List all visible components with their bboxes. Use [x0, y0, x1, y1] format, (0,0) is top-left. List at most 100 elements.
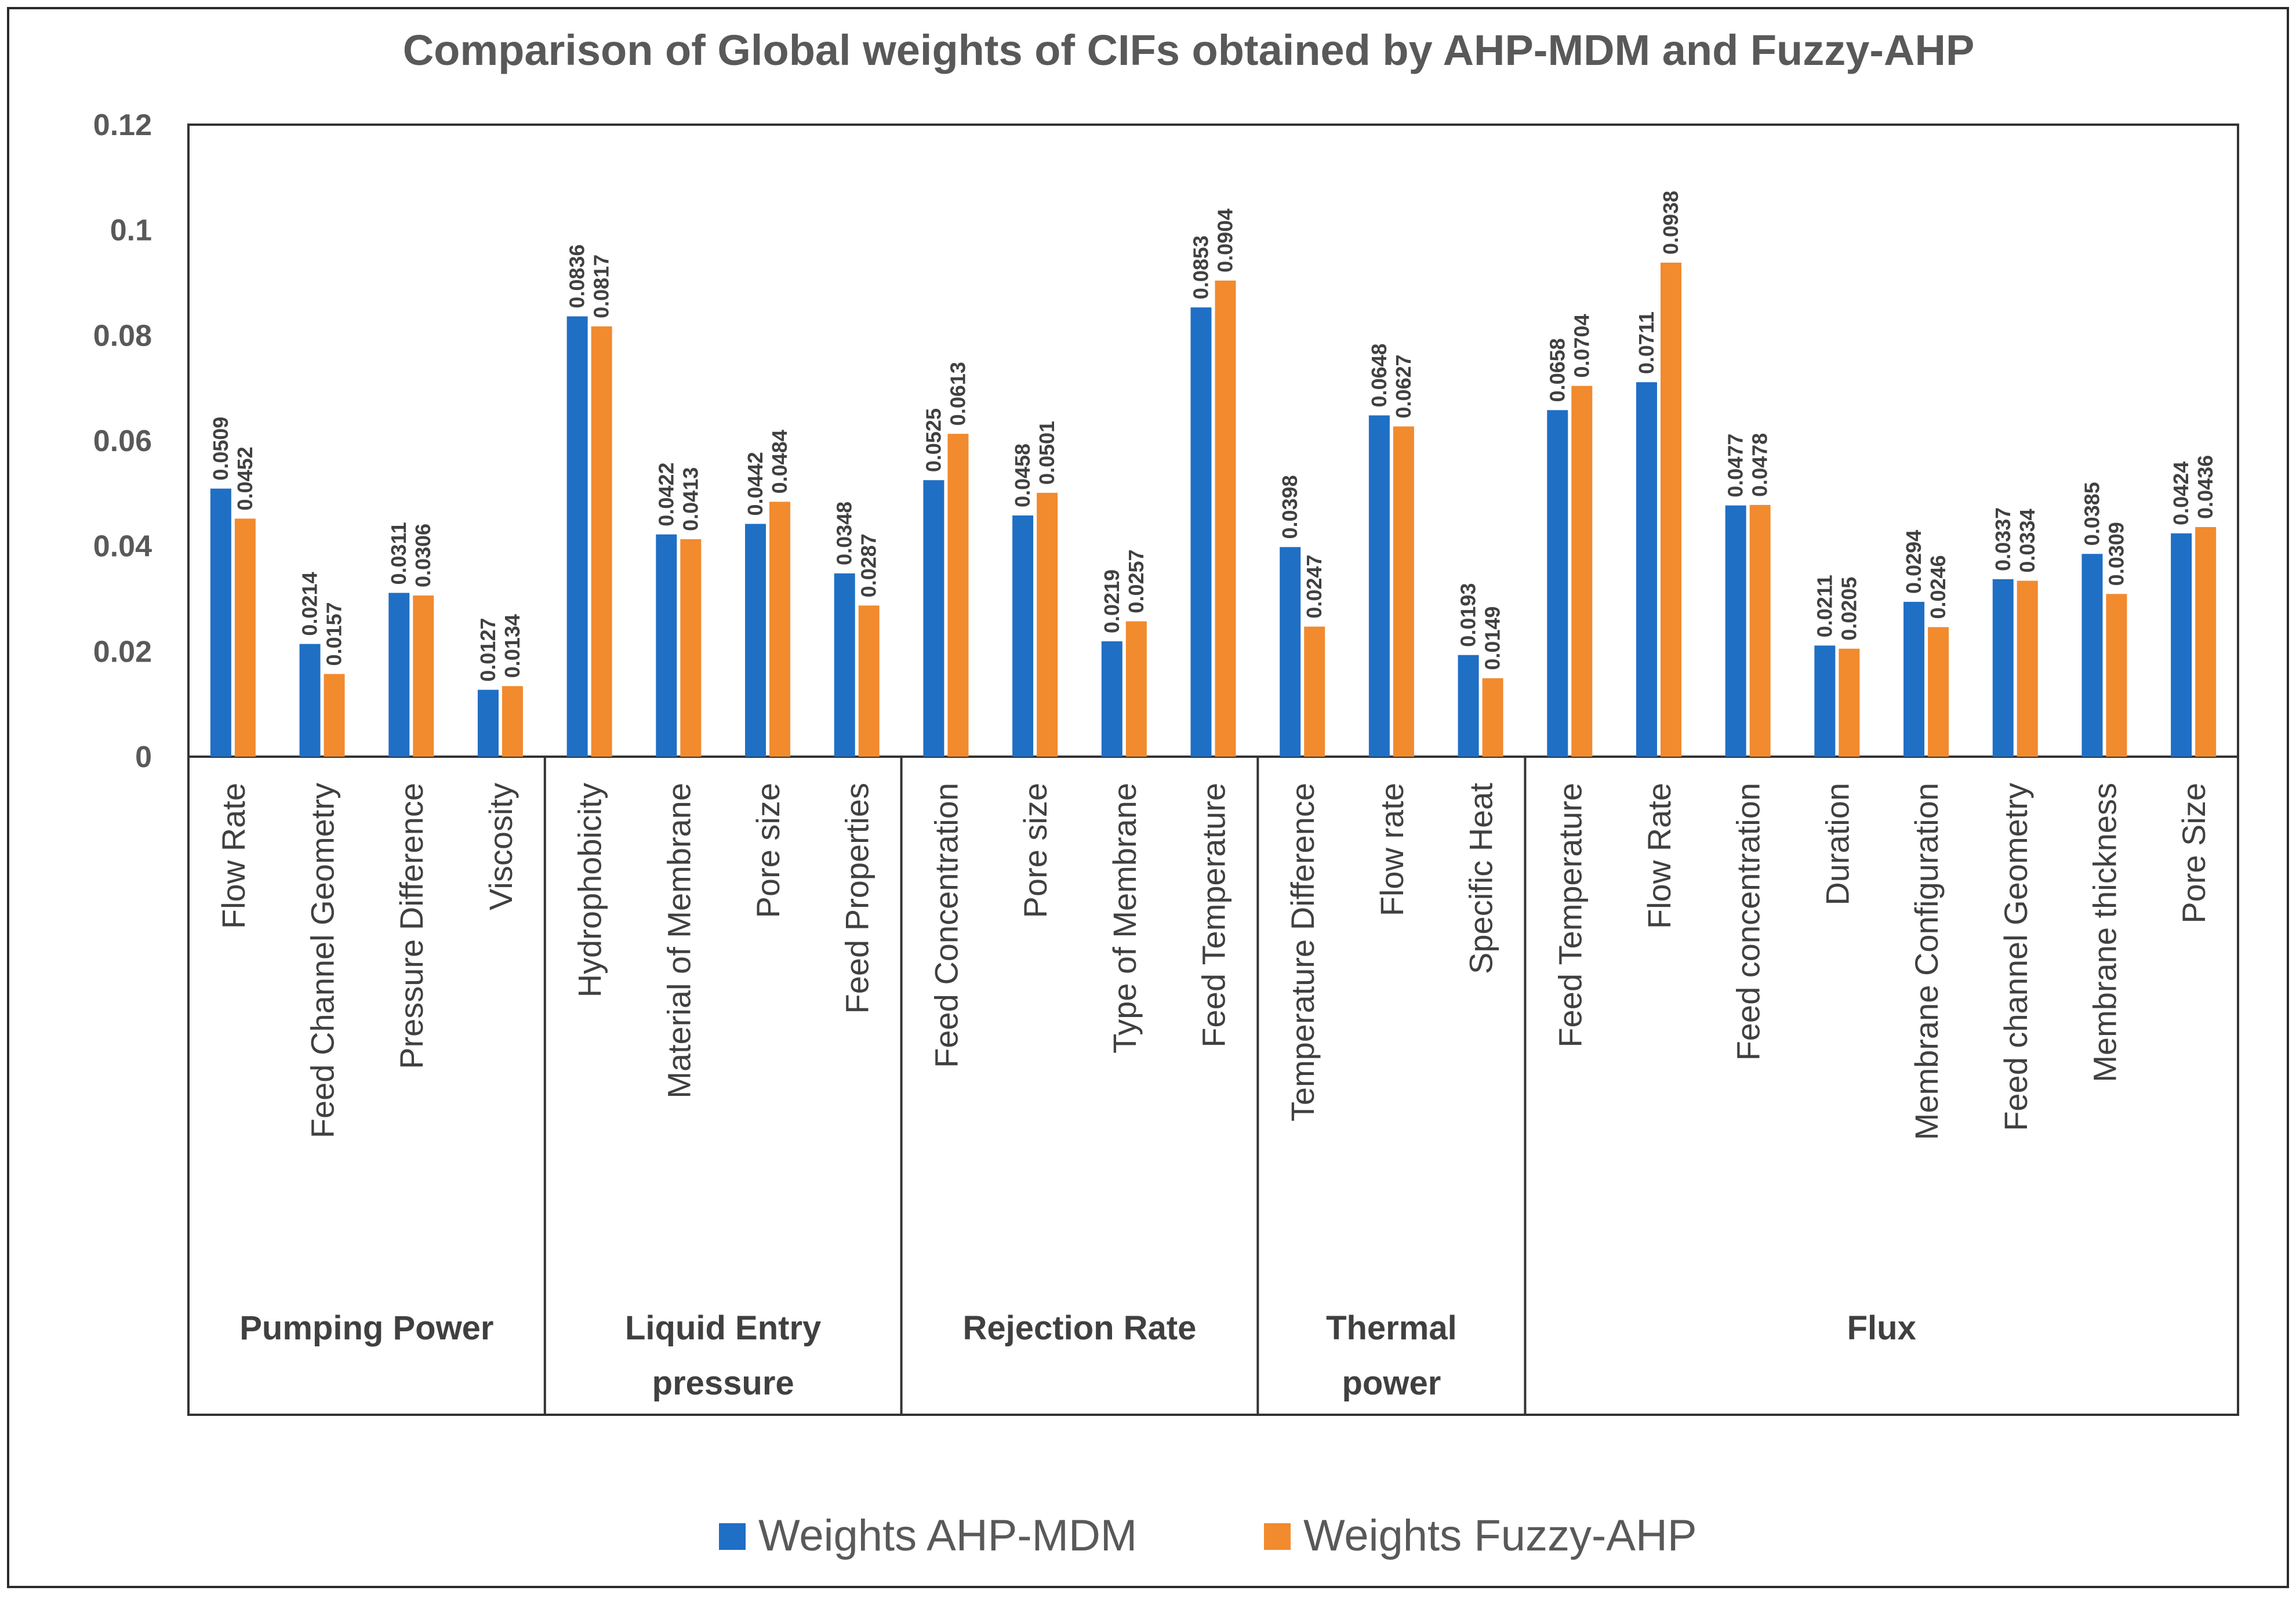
bar-fuzzy-ahp [1660, 262, 1681, 757]
x-category-label: Duration [1819, 783, 1855, 906]
bar-fuzzy-ahp [680, 539, 702, 757]
y-tick-label: 0.1 [110, 214, 152, 248]
bar-value-label: 0.0836 [565, 245, 589, 308]
bar-fuzzy-ahp [591, 326, 612, 757]
bar-fuzzy-ahp [413, 595, 434, 757]
bar-data-labels: 0.0509 0.0452 0.0214 0.0157 0.0311 0.0306 0.01… [209, 191, 2217, 682]
bar-ahp-mdm [656, 534, 677, 757]
bar-ahp-mdm [1190, 307, 1212, 757]
bar-fuzzy-ahp [234, 518, 256, 757]
bar-fuzzy-ahp [1393, 426, 1414, 757]
bar-value-label: 0.0413 [678, 467, 702, 531]
x-axis: Flow Rate Feed Channel Geometry Pressure D… [187, 757, 2239, 1415]
bar-fuzzy-ahp [2106, 594, 2127, 757]
bar-ahp-mdm [2171, 533, 2192, 757]
chart-frame [7, 7, 2289, 1588]
bar-value-label: 0.0311 [387, 522, 410, 584]
y-tick-label: 0.06 [93, 424, 152, 458]
legend-swatch-ahp-mdm [719, 1523, 746, 1550]
y-tick-label: 0 [135, 740, 152, 774]
bar-ahp-mdm [210, 488, 231, 757]
bar-value-label: 0.0306 [411, 524, 435, 587]
bar-value-label: 0.0257 [1124, 549, 1148, 613]
bar-ahp-mdm [1368, 415, 1390, 757]
bar-value-label: 0.0484 [768, 430, 791, 493]
bar-value-label: 0.0509 [209, 417, 232, 481]
x-category-label: Type of Membrane [1106, 783, 1143, 1054]
bar-ahp-mdm [1814, 645, 1836, 757]
x-category-label: Flow Rate [1641, 783, 1677, 929]
bar-fuzzy-ahp [1037, 492, 1058, 757]
bar-value-label: 0.0247 [1302, 555, 1326, 619]
x-category-label: Feed Concentration [928, 783, 964, 1068]
bar-value-label: 0.0157 [322, 602, 346, 666]
bar-value-label: 0.0214 [298, 572, 322, 636]
x-category-label: Pore size [750, 783, 786, 918]
legend: Weights AHP-MDM Weights Fuzzy-AHP [719, 1511, 1697, 1560]
x-category-label: Hydrophobicity [572, 783, 608, 997]
x-category-label: Material of Membrane [660, 783, 697, 1099]
x-category-label: Pore size [1017, 783, 1053, 918]
group-label: pressure [652, 1364, 794, 1402]
bar-value-label: 0.0613 [946, 362, 969, 426]
bar-value-label: 0.0938 [1659, 191, 1683, 255]
bar-value-label: 0.0704 [1570, 314, 1593, 377]
bar-fuzzy-ahp [1482, 678, 1503, 757]
y-tick-label: 0.08 [93, 319, 152, 353]
bar-fuzzy-ahp [858, 605, 880, 757]
bar-value-label: 0.0477 [1724, 434, 1748, 497]
x-category-label: Pore Size [2175, 783, 2212, 924]
bar-value-label: 0.0501 [1035, 421, 1059, 485]
bar-value-label: 0.0348 [833, 502, 856, 565]
legend-label-fuzzy-ahp: Weights Fuzzy-AHP [1303, 1511, 1697, 1560]
x-category-label: Feed Channel Geometry [304, 783, 341, 1138]
bar-value-label: 0.0134 [500, 614, 524, 678]
x-category-label: Viscosity [482, 783, 519, 910]
bar-ahp-mdm [1101, 641, 1122, 757]
bar-ahp-mdm [1636, 382, 1657, 757]
bar-fuzzy-ahp [324, 674, 345, 757]
x-category-label: Membrane Configuration [1908, 783, 1945, 1140]
bar-ahp-mdm [2081, 554, 2103, 757]
bar-value-label: 0.0211 [1812, 575, 1836, 637]
x-category-label: Membrane thickness [2086, 783, 2123, 1083]
bar-value-label: 0.0127 [476, 618, 500, 682]
bar-value-label: 0.0478 [1748, 433, 1772, 497]
chart-title: Comparison of Global weights of CIFs obt… [403, 26, 1975, 74]
bar-ahp-mdm [1280, 547, 1301, 757]
bar-fuzzy-ahp [502, 686, 523, 757]
bar-value-label: 0.0422 [654, 463, 678, 526]
bar-ahp-mdm [1725, 505, 1746, 757]
bar-fuzzy-ahp [947, 434, 969, 757]
bar-fuzzy-ahp [1571, 386, 1593, 757]
bar-value-label: 0.0458 [1011, 444, 1034, 507]
bar-ahp-mdm [1012, 515, 1034, 757]
bar-fuzzy-ahp [1125, 621, 1147, 757]
bars [210, 262, 2217, 757]
bar-ahp-mdm [834, 573, 855, 757]
bar-fuzzy-ahp [1215, 280, 1236, 757]
bar-value-label: 0.0219 [1100, 569, 1124, 633]
bar-fuzzy-ahp [1304, 626, 1325, 757]
bar-ahp-mdm [388, 593, 410, 757]
bar-fuzzy-ahp [769, 502, 791, 757]
y-axis: 0 0.02 0.04 0.06 0.08 0.1 0.12 [93, 108, 2238, 774]
group-label: Thermal [1326, 1309, 1457, 1347]
bar-fuzzy-ahp [2017, 580, 2038, 757]
bar-fuzzy-ahp [1839, 648, 1860, 757]
bar-fuzzy-ahp [2195, 526, 2217, 757]
bar-value-label: 0.0149 [1481, 606, 1505, 670]
bar-value-label: 0.0385 [2080, 482, 2104, 546]
bar-value-label: 0.0648 [1367, 343, 1391, 407]
bar-value-label: 0.0337 [1991, 507, 2015, 571]
x-category-label: Flow Rate [215, 783, 252, 929]
x-category-label: Feed concentration [1730, 783, 1767, 1061]
bar-value-label: 0.0246 [1926, 555, 1950, 619]
bar-value-label: 0.0424 [2169, 462, 2193, 525]
group-label: Rejection Rate [963, 1309, 1197, 1347]
bar-ahp-mdm [1903, 601, 1925, 757]
group-label: Flux [1847, 1309, 1916, 1347]
x-category-label: Flow rate [1374, 783, 1410, 916]
